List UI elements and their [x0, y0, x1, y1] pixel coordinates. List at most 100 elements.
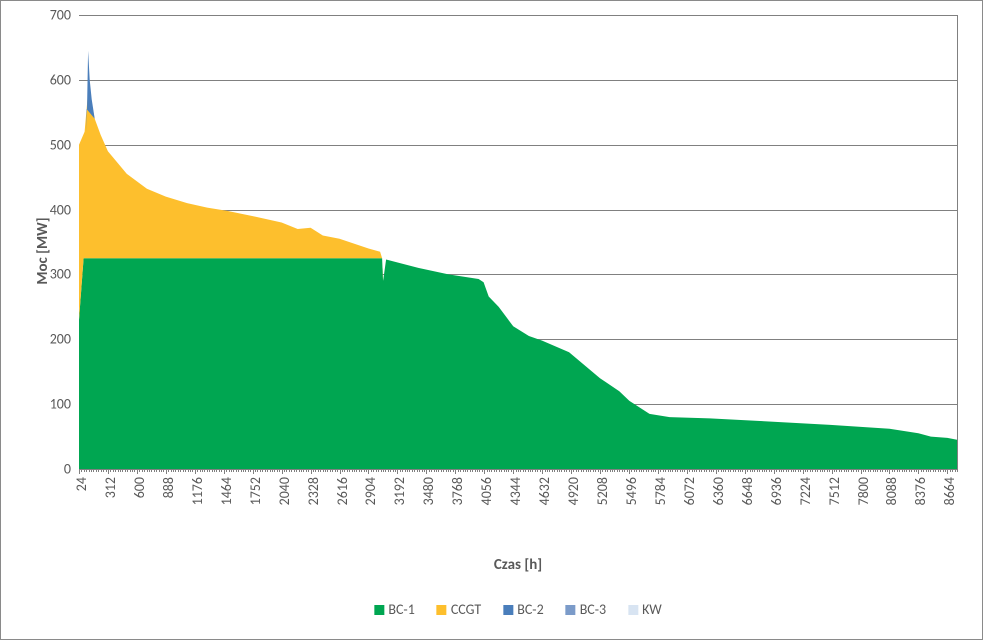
x-tick-minor [448, 469, 449, 472]
x-tick-minor [706, 469, 707, 472]
x-tick-minor [846, 469, 847, 472]
x-tick-minor [388, 469, 389, 472]
x-tick-minor [171, 469, 172, 472]
x-tick-minor [315, 469, 316, 472]
x-tick-minor [622, 469, 623, 472]
x-tick-minor [820, 469, 821, 472]
x-tick-label: 2616 [334, 477, 351, 505]
x-tick-minor [766, 469, 767, 472]
x-axis: 2431260088811761464175220402328261629043… [79, 469, 957, 529]
x-tick-minor [491, 469, 492, 472]
y-tick-label: 0 [64, 461, 71, 478]
x-tick-minor [629, 469, 630, 472]
x-tick-minor [371, 469, 372, 472]
legend: BC-1CCGTBC-2BC-3KW [374, 601, 661, 618]
x-tick-minor [549, 469, 550, 472]
x-tick-label: 4344 [507, 477, 524, 505]
x-tick-label: 4632 [536, 477, 553, 505]
x-tick-minor [921, 469, 922, 472]
x-tick-minor [163, 469, 164, 472]
x-tick-minor [455, 469, 456, 472]
x-tick-minor [754, 469, 755, 472]
x-tick-minor [245, 469, 246, 472]
x-tick-minor [648, 469, 649, 472]
x-tick-minor [325, 469, 326, 472]
x-tick-minor [204, 469, 205, 472]
x-tick-minor [740, 469, 741, 472]
x-tick-minor [641, 469, 642, 472]
x-tick-minor [812, 469, 813, 472]
x-tick-minor [605, 469, 606, 472]
x-tick-minor [161, 469, 162, 472]
x-tick-minor [861, 469, 862, 472]
x-tick-minor [147, 469, 148, 472]
x-tick-minor [154, 469, 155, 472]
x-tick-minor [489, 469, 490, 472]
x-tick-minor [940, 469, 941, 472]
x-tick-minor [593, 469, 594, 472]
x-tick-label: 7224 [797, 477, 814, 505]
x-tick-minor [446, 469, 447, 472]
x-tick-minor [844, 469, 845, 472]
x-tick-label: 8664 [941, 477, 958, 505]
x-tick-minor [224, 469, 225, 472]
x-tick-label: 7512 [826, 477, 843, 505]
x-tick-minor [373, 469, 374, 472]
x-tick-minor [692, 469, 693, 472]
x-tick-minor [84, 469, 85, 472]
x-tick-minor [547, 469, 548, 472]
x-tick-minor [260, 469, 261, 472]
x-tick-label: 3192 [391, 477, 408, 505]
x-tick-minor [653, 469, 654, 472]
x-tick-minor [368, 469, 369, 472]
x-tick-minor [431, 469, 432, 472]
x-tick-minor [443, 469, 444, 472]
x-tick-minor [472, 469, 473, 472]
x-tick-minor [458, 469, 459, 472]
x-tick-minor [537, 469, 538, 472]
legend-item: BC-2 [503, 601, 543, 618]
x-tick-label: 5208 [594, 477, 611, 505]
x-tick-minor [306, 469, 307, 472]
x-tick-minor [496, 469, 497, 472]
x-tick-minor [313, 469, 314, 472]
x-tick-minor [776, 469, 777, 472]
x-tick-minor [434, 469, 435, 472]
x-tick-minor [91, 469, 92, 472]
x-tick-minor [393, 469, 394, 472]
x-tick-minor [902, 469, 903, 472]
x-tick-minor [270, 469, 271, 472]
x-tick-minor [573, 469, 574, 472]
x-tick-minor [520, 469, 521, 472]
x-tick-minor [81, 469, 82, 472]
x-tick-minor [151, 469, 152, 472]
x-tick-minor [332, 469, 333, 472]
x-tick-minor [822, 469, 823, 472]
x-tick-minor [499, 469, 500, 472]
x-tick-minor [711, 469, 712, 472]
x-tick-minor [677, 469, 678, 472]
x-tick-minor [624, 469, 625, 472]
x-tick-minor [805, 469, 806, 472]
x-tick-minor [617, 469, 618, 472]
x-tick-label: 2040 [276, 477, 293, 505]
x-tick-minor [376, 469, 377, 472]
x-tick-minor [395, 469, 396, 472]
x-tick-minor [470, 469, 471, 472]
x-tick-minor [103, 469, 104, 472]
x-tick-minor [501, 469, 502, 472]
x-tick-minor [349, 469, 350, 472]
x-tick-minor [361, 469, 362, 472]
x-tick-minor [701, 469, 702, 472]
x-tick-minor [299, 469, 300, 472]
x-tick-minor [781, 469, 782, 472]
x-tick-label: 6072 [681, 477, 698, 505]
x-tick-minor [930, 469, 931, 472]
x-tick-minor [238, 469, 239, 472]
x-tick-minor [535, 469, 536, 472]
x-tick-minor [414, 469, 415, 472]
x-tick-minor [233, 469, 234, 472]
x-tick-minor [950, 469, 951, 472]
x-tick-minor [96, 469, 97, 472]
x-tick-minor [450, 469, 451, 472]
